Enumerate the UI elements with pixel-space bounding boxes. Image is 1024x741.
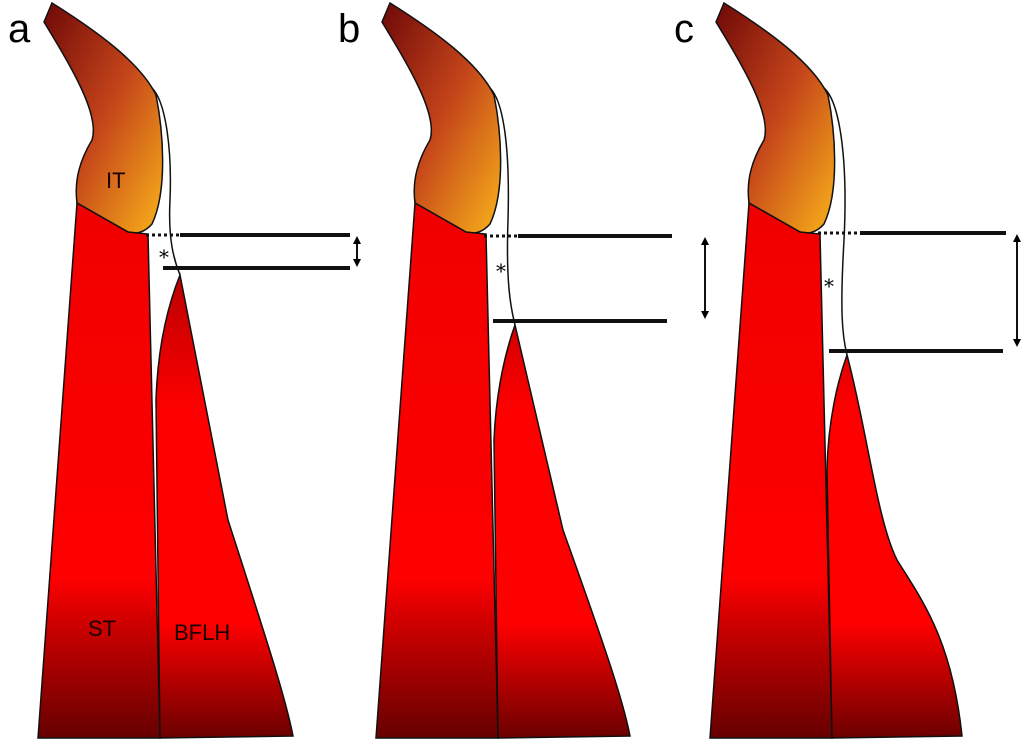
semitendinosus-muscle [37,201,161,739]
it-label: IT [106,168,126,193]
asterisk: * [496,259,506,283]
ischial-tuberosity [43,1,164,234]
tendon-outline [489,87,516,326]
semitendinosus-muscle [375,201,499,739]
biceps-femoris-long-head-muscle [826,352,963,739]
ischial-tuberosity [381,1,502,234]
st-label: ST [88,616,116,641]
panel-a: a * IT ST BFLH [8,1,361,739]
biceps-femoris-long-head-muscle [493,322,631,739]
bflh-label: BFLH [174,620,230,645]
panel-letter: c [674,7,694,51]
panel-letter: a [8,7,31,51]
semitendinosus-muscle [709,201,833,739]
panel-c: c * [674,1,1021,739]
panel-letter: b [338,7,360,51]
biceps-femoris-long-head-muscle [155,272,294,739]
tendon-outline [823,87,848,356]
asterisk: * [824,274,834,298]
panel-b: b * [338,1,709,739]
tendon-outline [151,87,181,276]
ischial-tuberosity [715,1,836,234]
asterisk: * [159,245,169,269]
